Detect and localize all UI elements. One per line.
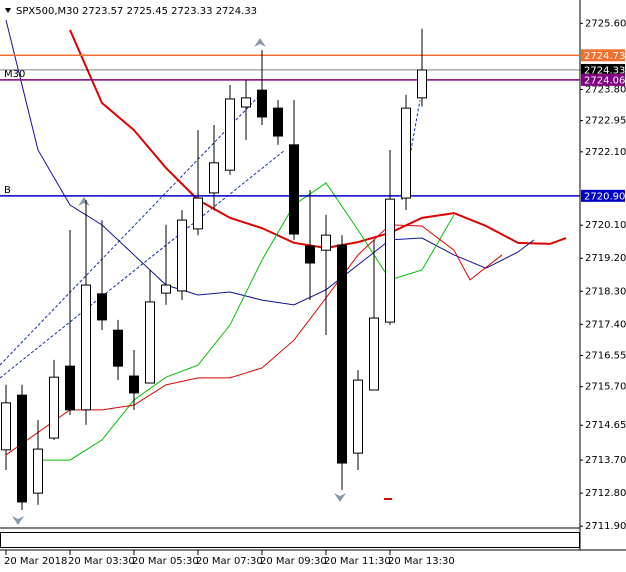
- y-tick-label: 2718.30: [585, 286, 626, 297]
- candle-body: [209, 162, 219, 194]
- y-tick-label: 2725.60: [585, 18, 626, 29]
- x-tick-label: 20 Mar 03:30: [68, 556, 135, 567]
- x-tick-label: 20 Mar 11:30: [324, 556, 391, 567]
- candle-body: [65, 365, 75, 411]
- y-tick-label: 2712.80: [585, 488, 626, 499]
- symbol: SPX500,M30: [16, 6, 79, 17]
- level-label: 2724.33: [584, 65, 625, 76]
- y-tick-label: 2719.20: [585, 253, 626, 264]
- y-tick-label: 2723.80: [585, 84, 626, 95]
- candle-body: [353, 379, 363, 454]
- level-label: 2724.06: [584, 75, 625, 86]
- ohlc-low: 2723.33: [171, 6, 212, 17]
- candle-body: [417, 69, 427, 99]
- candle-body: [1, 402, 11, 451]
- candle-body: [401, 107, 411, 199]
- level-label: 2724.73: [584, 51, 625, 62]
- y-tick-label: 2717.40: [585, 319, 626, 330]
- candle-body: [273, 107, 283, 137]
- candle-body: [161, 284, 171, 294]
- x-tick-label: 20 Mar 2018: [4, 556, 67, 567]
- y-tick-label: 2715.70: [585, 382, 626, 393]
- candle-body: [321, 234, 331, 251]
- menu-triangle: [5, 8, 11, 13]
- candle-body: [129, 375, 139, 394]
- arrow-down: [12, 516, 24, 525]
- y-tick-label: 2716.55: [585, 351, 626, 362]
- level-box: [581, 63, 625, 76]
- indicator-line: [5, 19, 535, 306]
- arrow-up: [78, 197, 90, 206]
- y-tick-label: 2711.90: [585, 521, 626, 532]
- ohlc-open: 2723.57: [82, 6, 123, 17]
- trendline: [0, 94, 261, 366]
- candle-body: [97, 293, 107, 321]
- candle-body: [145, 301, 155, 384]
- indicator-line: [5, 224, 503, 456]
- y-tick-label: 2720.10: [585, 220, 626, 231]
- trendline: [0, 149, 286, 379]
- candle-body: [305, 245, 315, 264]
- candle-body: [177, 219, 187, 292]
- candle-body: [49, 376, 59, 439]
- y-tick-label: 2713.70: [585, 455, 626, 466]
- candle-body: [337, 244, 347, 464]
- candle-body: [257, 89, 267, 118]
- subwindow: [0, 532, 580, 548]
- y-tick-label: 2722.10: [585, 147, 626, 158]
- indicator-line: [38, 182, 455, 461]
- candle-body: [17, 394, 27, 503]
- candle-body: [193, 197, 203, 230]
- header: SPX500,M30 2723.57 2725.45 2723.33 2724.…: [16, 6, 257, 17]
- x-tick-label: 20 Mar 07:30: [196, 556, 263, 567]
- y-tick-label: 2714.65: [585, 420, 626, 431]
- level-box: [581, 73, 625, 86]
- level-tag: B: [4, 185, 11, 196]
- level-tag: M30: [4, 69, 25, 80]
- candle-body: [289, 144, 299, 235]
- x-tick-label: 20 Mar 13:30: [388, 556, 455, 567]
- x-tick-label: 20 Mar 09:30: [260, 556, 327, 567]
- candle-body: [225, 98, 235, 171]
- candle-body: [385, 198, 395, 323]
- candle-body: [33, 448, 43, 494]
- candle-body: [369, 317, 379, 391]
- level-label: 2720.90: [584, 191, 625, 202]
- candle-body: [241, 97, 251, 108]
- arrow-up: [254, 38, 266, 47]
- level-box: [581, 189, 625, 202]
- level-box: [581, 49, 625, 62]
- ohlc-high: 2725.45: [127, 6, 168, 17]
- y-tick-label: 2722.95: [585, 116, 626, 127]
- arrow-down: [334, 493, 346, 502]
- x-tick-label: 20 Mar 05:30: [132, 556, 199, 567]
- candle-body: [113, 329, 123, 367]
- candle-body: [81, 284, 91, 411]
- arrows: [12, 38, 346, 525]
- ohlc-close: 2724.33: [216, 6, 257, 17]
